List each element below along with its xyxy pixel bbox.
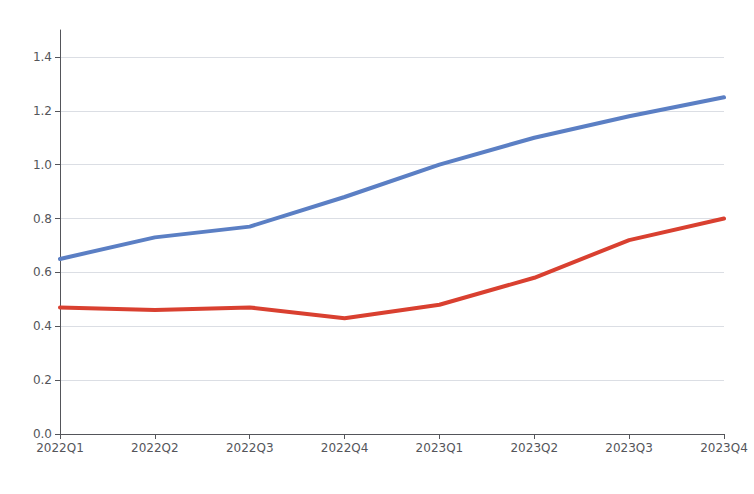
svg-text:1.0: 1.0: [33, 158, 52, 172]
svg-text:2022Q3: 2022Q3: [226, 441, 274, 455]
svg-text:2023Q2: 2023Q2: [510, 441, 558, 455]
svg-text:0.6: 0.6: [33, 265, 52, 279]
svg-text:2023Q3: 2023Q3: [605, 441, 653, 455]
svg-text:0.0: 0.0: [33, 427, 52, 441]
svg-text:0.2: 0.2: [33, 373, 52, 387]
svg-text:2022Q1: 2022Q1: [36, 441, 84, 455]
svg-text:0.8: 0.8: [33, 212, 52, 226]
svg-text:2023Q1: 2023Q1: [416, 441, 464, 455]
svg-text:0.4: 0.4: [33, 319, 52, 333]
svg-text:1.4: 1.4: [33, 50, 52, 64]
svg-text:2023Q4: 2023Q4: [700, 441, 748, 455]
svg-text:2022Q4: 2022Q4: [321, 441, 369, 455]
svg-text:2022Q2: 2022Q2: [131, 441, 179, 455]
svg-text:1.2: 1.2: [33, 104, 52, 118]
